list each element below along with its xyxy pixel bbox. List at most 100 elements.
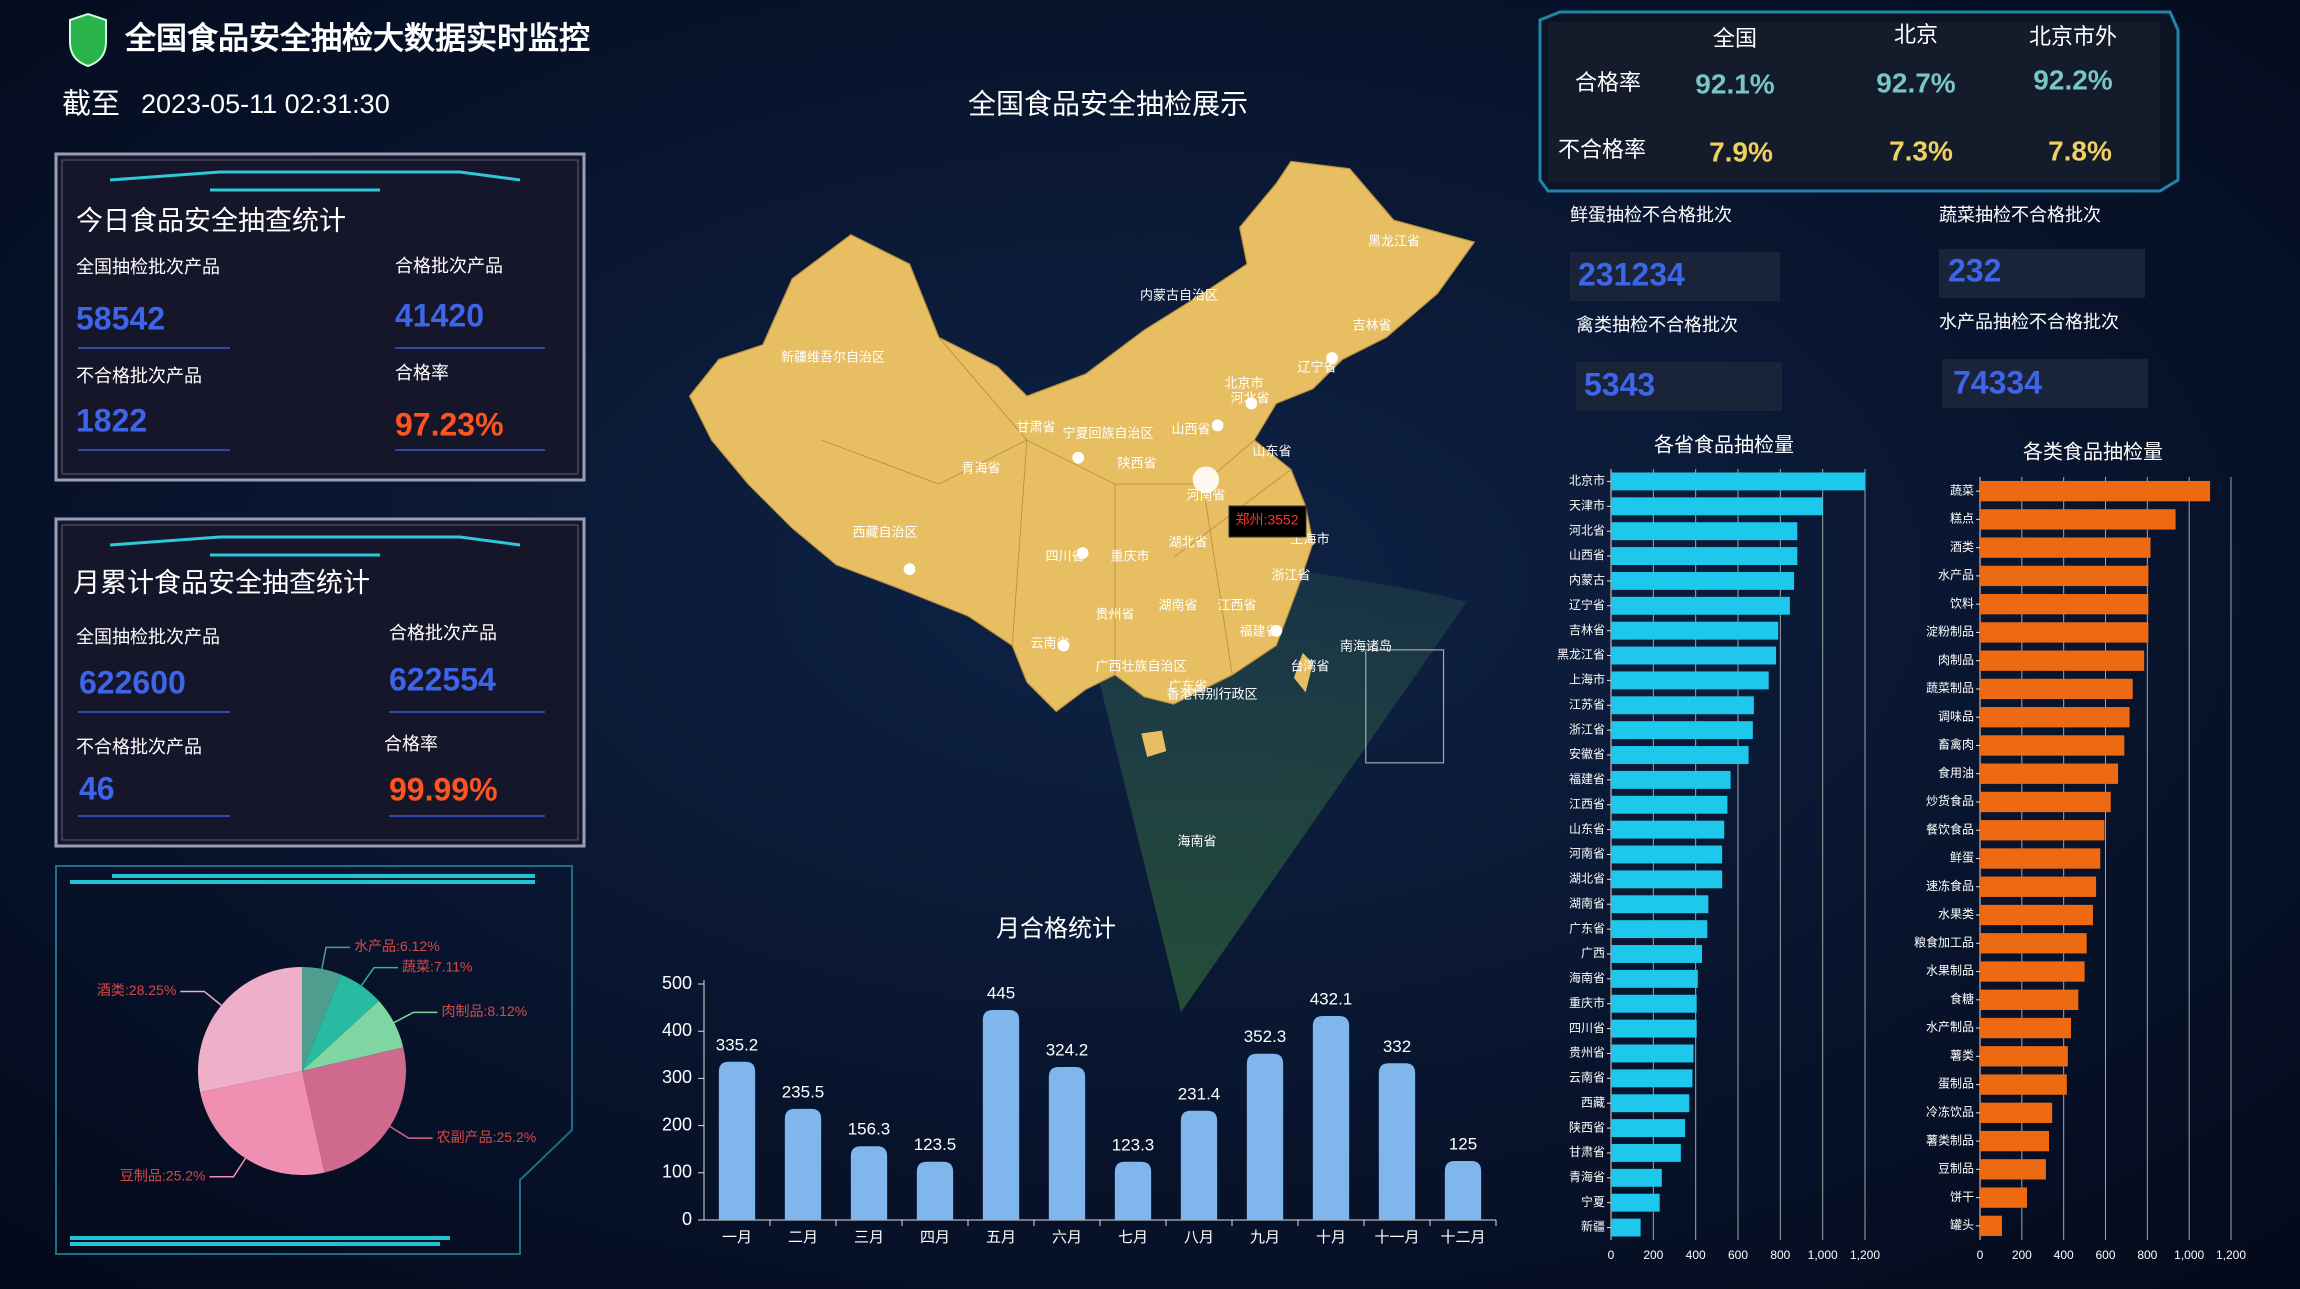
bar [1611, 646, 1777, 665]
bar [916, 1161, 954, 1220]
y-tick-label: 贵州省 [1569, 1046, 1605, 1060]
y-tick-label: 湖南省 [1569, 895, 1605, 910]
bar [1611, 1094, 1690, 1113]
bar [1980, 933, 2087, 954]
map-label: 四川省 [1045, 548, 1084, 563]
stat-label: 不合格批次产品 [76, 366, 202, 386]
y-tick-label: 湖北省 [1569, 871, 1605, 886]
bar [1980, 848, 2101, 869]
bar [1611, 497, 1823, 516]
y-tick-label: 山东省 [1569, 822, 1605, 836]
x-tick-label: 1,200 [1850, 1248, 1880, 1262]
y-tick-label: 江苏省 [1569, 697, 1605, 711]
y-tick-label: 蔬菜制品 [1926, 681, 1974, 695]
pie-slice [302, 1000, 404, 1071]
y-tick-label: 0 [682, 1209, 692, 1229]
stat-label: 蔬菜抽检不合格批次 [1939, 205, 2101, 225]
x-tick-label: 六月 [1052, 1229, 1082, 1246]
bar [1980, 650, 2145, 671]
y-tick-label: 水产制品 [1926, 1020, 1974, 1034]
x-tick-label: 600 [1728, 1248, 1748, 1262]
map-border [821, 337, 1292, 675]
bar [1611, 522, 1798, 541]
bar [1980, 1159, 2046, 1180]
panel-inner [61, 159, 579, 475]
stat-value: 58542 [76, 300, 165, 336]
pie-slice [200, 1071, 325, 1176]
rate-row-label: 合格率 [1575, 70, 1641, 95]
map-label: 吉林省 [1352, 317, 1391, 332]
value-label: 156.3 [848, 1120, 891, 1139]
stat-label: 全国抽检批次产品 [76, 257, 220, 277]
y-tick-label: 安徽省 [1569, 746, 1605, 761]
stat-box [1570, 252, 1780, 301]
map-label: 河南省 [1186, 487, 1225, 502]
y-tick-label: 海南省 [1569, 970, 1605, 985]
bar [1611, 472, 1865, 491]
map-island [1141, 730, 1167, 757]
map-label: 云南省 [1030, 635, 1069, 650]
stat-value: 99.99% [389, 771, 498, 807]
bar [1611, 870, 1723, 889]
y-tick-label: 薯类制品 [1926, 1133, 1974, 1147]
y-tick-label: 四川省 [1569, 1021, 1605, 1035]
value-label: 235.5 [782, 1082, 825, 1101]
x-tick-label: 二月 [788, 1229, 818, 1246]
y-tick-label: 河北省 [1569, 523, 1605, 537]
y-tick-label: 广西 [1581, 946, 1605, 960]
map-label: 湖北省 [1168, 534, 1207, 549]
map-island [1293, 652, 1313, 693]
value-label: 445 [987, 983, 1015, 1002]
bar [1980, 763, 2119, 784]
bar [1980, 1130, 2050, 1152]
map-label: 河北省 [1230, 390, 1269, 405]
map-label: 广西壮族自治区 [1095, 658, 1186, 673]
bar [1611, 1168, 1662, 1187]
y-tick-label: 蛋制品 [1938, 1077, 1974, 1091]
stat-label: 合格率 [395, 363, 449, 383]
x-tick-label: 400 [1686, 1248, 1706, 1262]
rate-value: 7.9% [1709, 136, 1773, 167]
stat-box [1939, 249, 2145, 298]
bar [1114, 1161, 1152, 1220]
map-label: 台湾省 [1290, 658, 1329, 673]
y-tick-label: 蔬菜 [1950, 483, 1974, 497]
bar [850, 1146, 888, 1220]
x-tick-label: 七月 [1118, 1229, 1148, 1246]
rate-value: 92.7% [1876, 67, 1955, 98]
y-tick-label: 水果类 [1938, 907, 1974, 921]
bar [1980, 509, 2176, 530]
y-tick-label: 300 [662, 1067, 692, 1087]
y-tick-label: 河南省 [1569, 846, 1605, 861]
stat-label: 合格批次产品 [389, 623, 497, 643]
rate-column: 北京 [1894, 22, 1938, 47]
stat-value: 231234 [1578, 256, 1685, 292]
bar [1980, 1017, 2071, 1039]
bar [1980, 593, 2149, 615]
stat-value: 5343 [1584, 366, 1655, 402]
y-tick-label: 甘肃省 [1569, 1145, 1605, 1159]
x-tick-label: 四月 [920, 1229, 950, 1246]
map-label: 山东省 [1252, 443, 1291, 458]
bar [1611, 1069, 1693, 1088]
y-tick-label: 200 [662, 1114, 692, 1134]
y-tick-label: 食糖 [1950, 991, 1974, 1006]
panel [54, 152, 586, 482]
bar [1611, 596, 1790, 615]
leader-line [389, 1125, 433, 1139]
panel-title: 今日食品安全抽查统计 [76, 206, 346, 236]
map-label: 青海省 [961, 460, 1000, 475]
chart-title: 各省食品抽检量 [1654, 433, 1794, 456]
y-tick-label: 饮料 [1950, 596, 1974, 610]
map-inset [1365, 649, 1445, 764]
bar [1246, 1053, 1284, 1220]
y-tick-label: 冷冻饮品 [1926, 1104, 1974, 1119]
bar [1180, 1110, 1218, 1220]
y-tick-label: 速冻食品 [1926, 878, 1974, 893]
rate-row-label: 不合格率 [1558, 137, 1646, 162]
bar [1980, 537, 2151, 558]
x-tick-label: 800 [1770, 1248, 1790, 1262]
y-tick-label: 浙江省 [1569, 722, 1605, 736]
bar [784, 1108, 822, 1220]
x-tick-label: 八月 [1184, 1229, 1214, 1246]
